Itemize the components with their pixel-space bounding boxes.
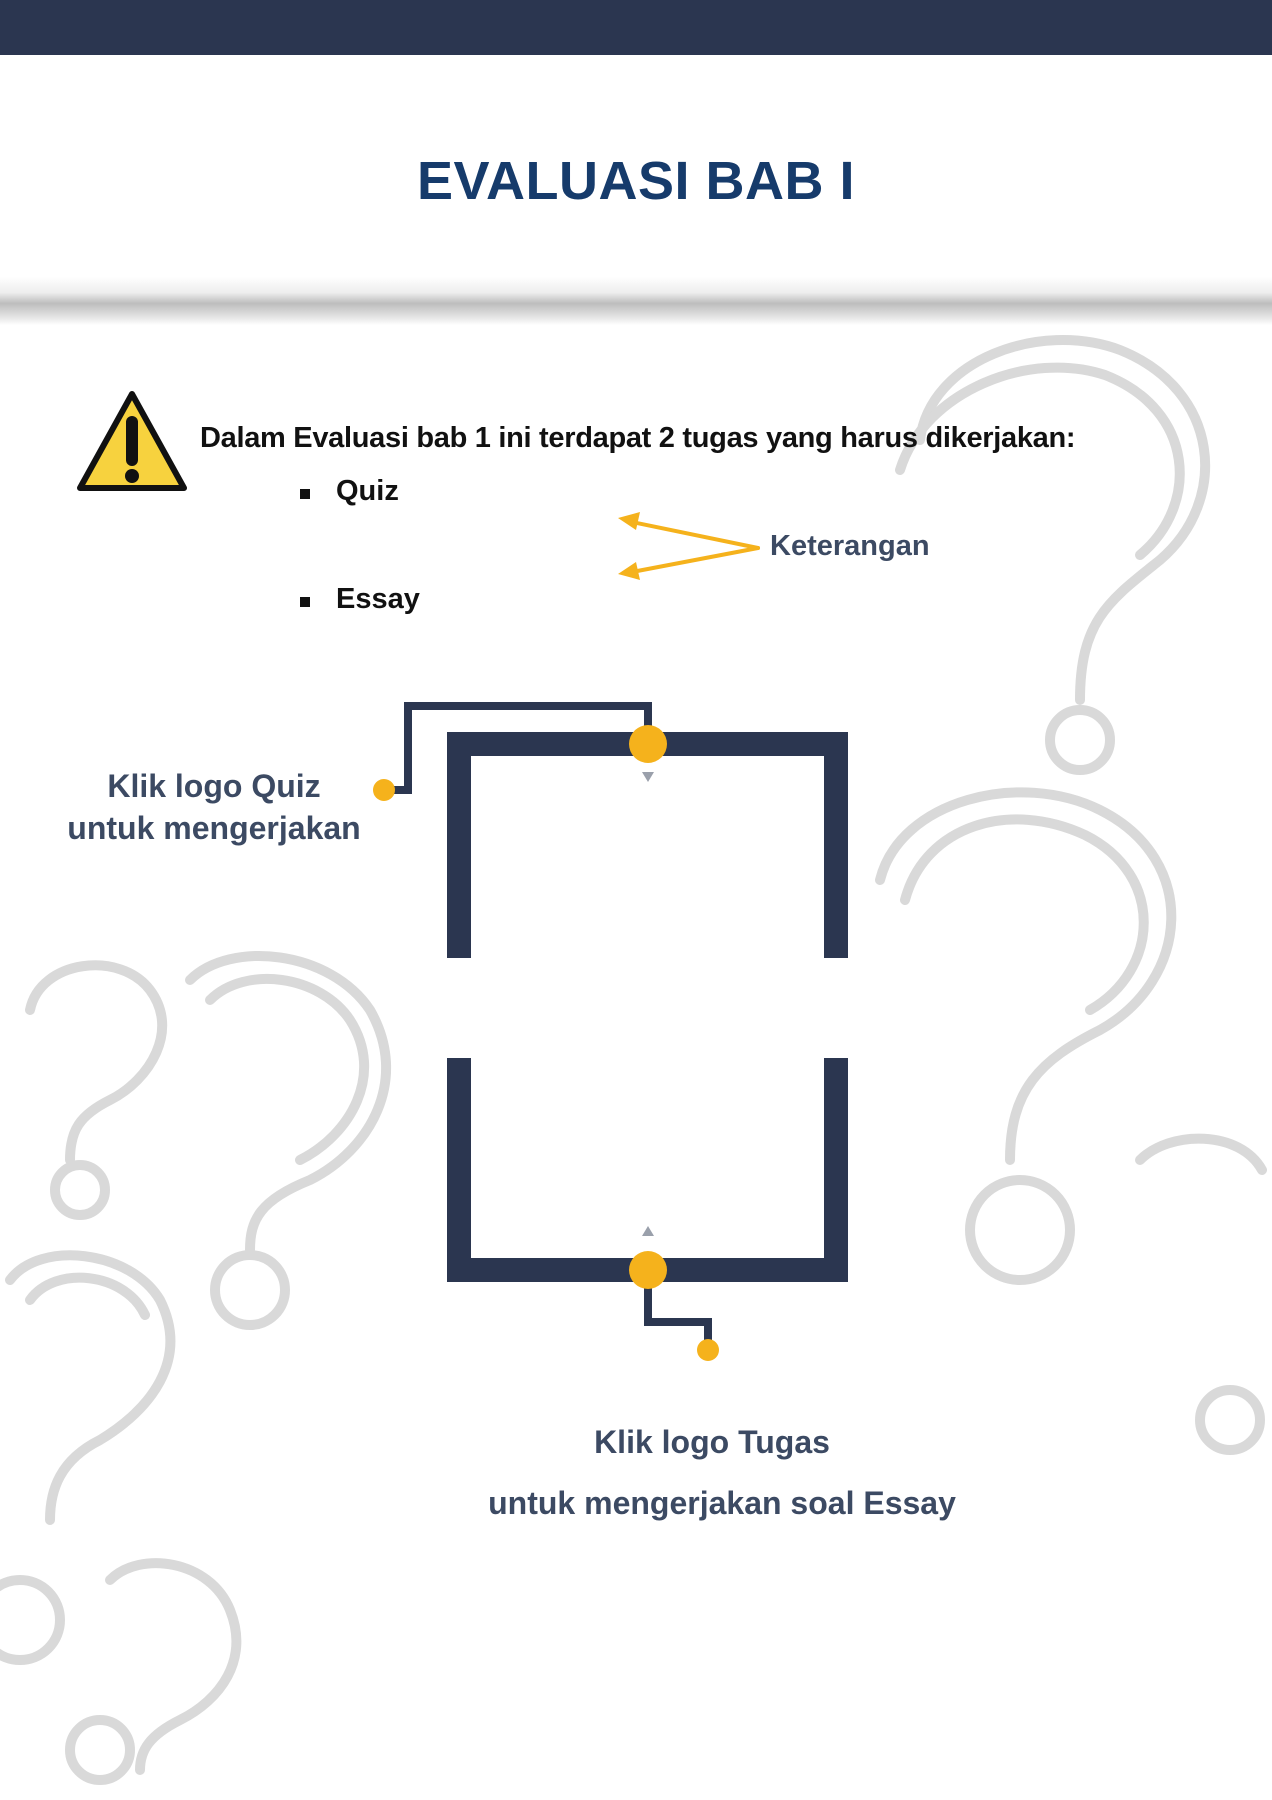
question-mark-icon <box>0 1558 242 1785</box>
essay-connector-dot <box>697 1339 719 1361</box>
question-mark-icon <box>895 335 1211 775</box>
quiz-instruction-line-2: untuk mengerjakan <box>67 810 361 846</box>
quiz-connector <box>384 702 652 794</box>
quiz-instruction-line-1: Klik logo Quiz <box>107 768 321 804</box>
question-mark-icon <box>25 960 168 1220</box>
task-item-essay: Essay <box>336 583 420 615</box>
quiz-connector-dot <box>373 779 395 801</box>
legend-label: Keterangan <box>770 530 930 562</box>
quiz-logo-marker[interactable] <box>629 725 667 763</box>
essay-instruction-line-1: Klik logo Tugas <box>594 1424 830 1460</box>
task-item-quiz: Quiz <box>336 475 399 507</box>
question-mark-icon <box>5 1250 176 1525</box>
question-mark-icon <box>185 951 391 1330</box>
page-title: EVALUASI BAB I <box>416 151 856 211</box>
intro-text: Dalam Evaluasi bab 1 ini terdapat 2 tuga… <box>200 422 1076 454</box>
essay-connector <box>644 1280 712 1350</box>
square-bullet-icon <box>300 489 310 499</box>
square-bullet-icon <box>300 597 310 607</box>
chevron-down-icon <box>642 772 654 782</box>
arrow-icon <box>618 512 760 580</box>
essay-instruction-line-2: untuk mengerjakan soal Essay <box>488 1485 956 1521</box>
essay-logo-frame <box>447 1058 848 1282</box>
warning-icon <box>77 391 187 491</box>
top-bar <box>0 0 1272 55</box>
chevron-up-icon <box>642 1226 654 1236</box>
question-mark-icon <box>1135 1133 1267 1455</box>
question-mark-icon <box>875 787 1177 1285</box>
essay-logo-marker[interactable] <box>629 1251 667 1289</box>
header-band <box>0 55 1272 325</box>
